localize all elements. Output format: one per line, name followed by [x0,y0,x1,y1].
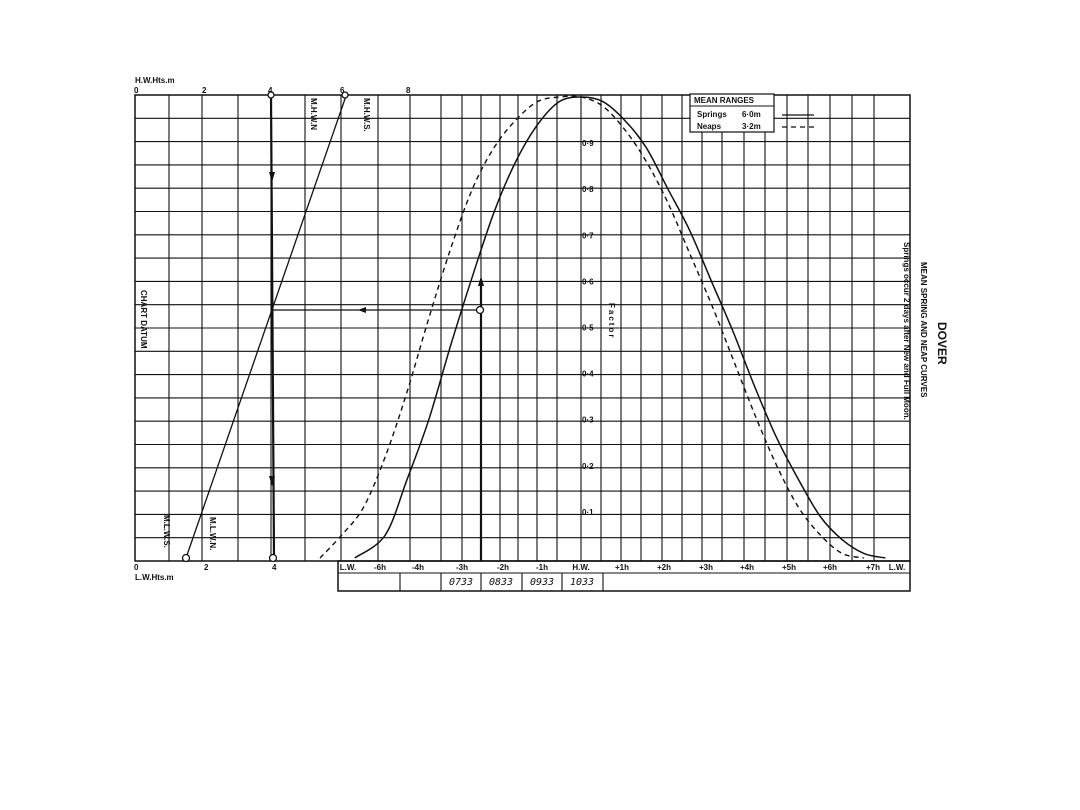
hw-axis-label: H.W.Hts.m [135,76,175,85]
arrow-up-factor [478,276,484,286]
hw-tick-0: 0 [134,86,139,95]
time-label: +4h [740,563,754,572]
factor-tick-label: 0·7 [582,231,594,240]
factor-tick-label: 0·5 [582,324,594,333]
time-label: -1h [536,563,548,572]
factor-tick-label: 0·3 [582,416,594,425]
neaps-curve [319,95,864,559]
factor-tick-label: 0·1 [582,508,594,517]
time-label: +2h [657,563,671,572]
marker-mhws [341,91,349,99]
legend-heading: MEAN RANGES [694,96,755,105]
marker-lw-height [268,553,278,563]
mlwn-label: M.L.W.N. [208,517,217,550]
time-label: -4h [412,563,424,572]
hw-tick-4: 4 [268,86,273,95]
time-label: +7h [866,563,880,572]
legend-springs-value: 6·0m [742,110,761,119]
marker-factor-point [475,305,485,315]
legend-neaps-value: 3·2m [742,122,761,131]
time-label: -6h [374,563,386,572]
lw-tick-4: 4 [272,563,277,572]
time-label: +5h [782,563,796,572]
factor-tick-label: 0·2 [582,462,594,471]
hw-tick-2: 2 [202,86,207,95]
arrow-transfer [358,307,366,313]
chart-subtitle: MEAN SPRING AND NEAP CURVES [919,262,928,398]
factor-ticks: 0·1 0·2 0·3 0·4 0·5 0·6 0·7 0·8 0·9 [582,139,594,517]
time-entry: 1033 [570,577,594,588]
mhwn-label: M.H.W.N [309,98,318,130]
factor-tick-label: 0·6 [582,277,594,286]
curves [319,95,886,559]
time-label: L.W. [889,563,905,572]
time-label: +1h [615,563,629,572]
arrow-down-top [269,172,275,182]
factor-tick-label: 0·4 [582,370,594,379]
marker-hw-height [267,91,275,99]
chart-datum-label: CHART DATUM [139,290,148,349]
factor-label: Factor [607,303,616,339]
time-table-cells: 0733 0833 0933 1033 [399,573,604,591]
time-label: H.W. [572,563,589,572]
lw-tick-2: 2 [204,563,209,572]
legend-springs-label: Springs [697,110,727,119]
time-label: -2h [497,563,509,572]
lw-tick-0: 0 [134,563,139,572]
legend-neaps-label: Neaps [697,122,722,131]
mhws-label: M.H.W.S. [362,98,371,132]
time-entry: 0933 [530,577,554,588]
chart-subtitle-2: Springs occur 2 days after New and Full … [902,242,911,420]
chart-grid [135,95,910,561]
time-entry: 0733 [449,577,473,588]
time-entry: 0833 [489,577,513,588]
range-line-springs [185,95,347,559]
mlws-label: M.L.W.S. [162,515,171,548]
lw-axis-label: L.W.Hts.m [135,573,174,582]
time-label: +3h [699,563,713,572]
time-table [337,560,911,592]
time-label: -3h [456,563,468,572]
time-labels: L.W. -6h -4h -3h -2h -1h H.W. +1h +2h +3h +4h +5h +6… [340,563,905,572]
time-label: +6h [823,563,837,572]
hw-tick-6: 6 [340,86,345,95]
chart-title: DOVER [935,322,949,365]
springs-curve [354,96,886,559]
time-label: L.W. [340,563,356,572]
factor-tick-label: 0·9 [582,139,594,148]
factor-tick-label: 0·8 [582,185,594,194]
hw-tick-8: 8 [406,86,411,95]
marker-mlws [181,553,191,563]
arrow-down-bottom [269,476,275,486]
legend: MEAN RANGES Springs 6·0m Neaps 3·2m [689,93,814,133]
